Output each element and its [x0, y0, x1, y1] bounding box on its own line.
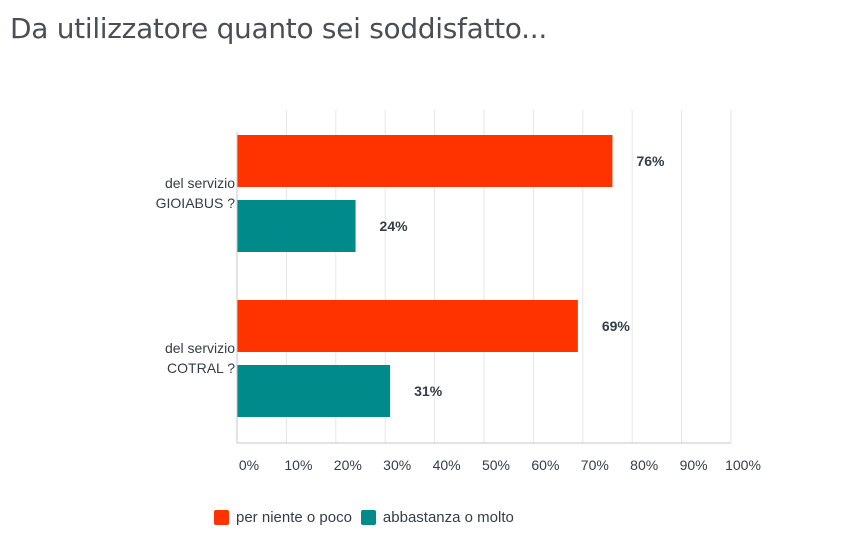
data-label: 31%: [414, 383, 443, 399]
category-label: del servizio GIOIABUS ?: [156, 175, 236, 211]
x-tick-label: 70%: [581, 457, 609, 473]
bar-teal-2[interactable]: [237, 365, 391, 417]
x-tick-label: 40%: [433, 457, 461, 473]
category-labels: del servizio GIOIABUS ? del servizio COTRAL…: [156, 175, 236, 376]
axes: [236, 132, 731, 444]
category-label-line: GIOIABUS ?: [156, 195, 236, 211]
data-label: 24%: [380, 218, 409, 234]
x-tick-label: 0%: [239, 457, 259, 473]
legend-label: per niente o poco: [236, 509, 352, 526]
legend: per niente o poco abbastanza o molto: [214, 509, 523, 526]
legend-item-abbastanza-o-molto[interactable]: abbastanza o molto: [360, 509, 514, 526]
x-tick-label: 10%: [284, 457, 312, 473]
data-label: 69%: [602, 318, 631, 334]
category-label-line: COTRAL ?: [167, 360, 235, 376]
bar-red-2[interactable]: [237, 300, 578, 352]
category-label-line: del servizio: [165, 340, 235, 356]
x-tick-label: 60%: [531, 457, 559, 473]
category-label-line: del servizio: [165, 175, 235, 191]
x-tick-labels: 0% 10% 20% 30% 40% 50% 60% 70% 80% 90% 100%: [239, 457, 761, 473]
bar-red-1[interactable]: [237, 135, 613, 187]
data-label: 76%: [636, 153, 665, 169]
legend-swatch-red: [214, 510, 229, 525]
data-labels: 76% 69% 24% 31%: [380, 153, 665, 399]
legend-swatch-teal: [360, 510, 376, 525]
x-tick-label: 90%: [680, 457, 708, 473]
bar-teal-1[interactable]: [237, 200, 356, 252]
x-tick-label: 50%: [482, 457, 510, 473]
x-tick-label: 20%: [334, 457, 362, 473]
category-label: del servizio COTRAL ?: [165, 340, 235, 376]
page-title: Da utilizzatore quanto sei soddisfatto..…: [10, 12, 547, 45]
legend-label: abbastanza o molto: [382, 509, 514, 526]
x-tick-label: 30%: [383, 457, 411, 473]
legend-item-per-niente-o-poco[interactable]: per niente o poco: [214, 509, 352, 526]
bars: [237, 135, 613, 417]
x-tick-label: 80%: [630, 457, 658, 473]
x-tick-label: 100%: [725, 457, 761, 473]
